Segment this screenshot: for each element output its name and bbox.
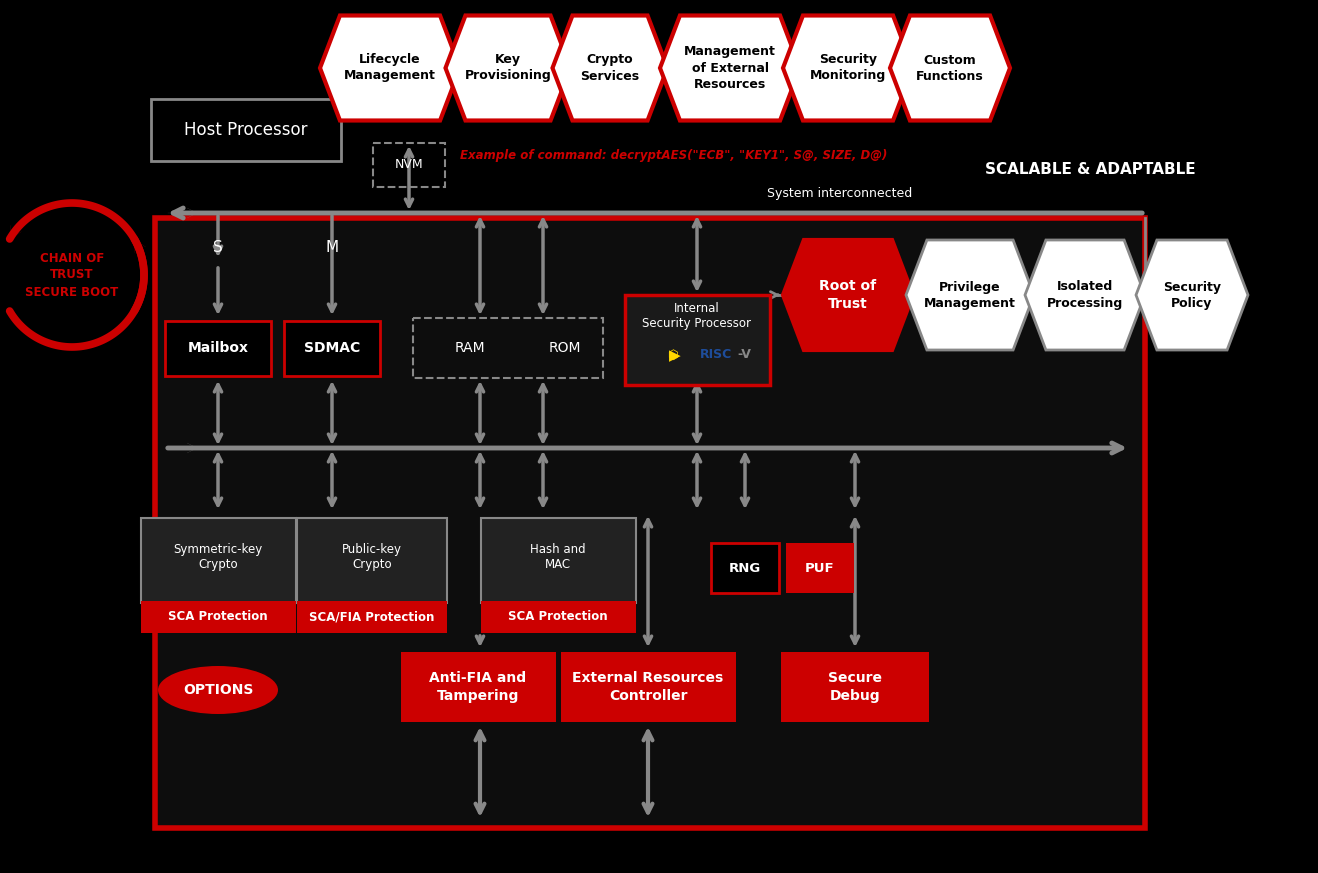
- Text: Example of command: decryptAES("ECB", "KEY1", S@, SIZE, D@): Example of command: decryptAES("ECB", "K…: [460, 148, 887, 162]
- FancyBboxPatch shape: [710, 543, 779, 593]
- Text: Mailbox: Mailbox: [187, 341, 249, 355]
- Polygon shape: [1136, 240, 1248, 350]
- Text: Security
Monitoring: Security Monitoring: [809, 53, 886, 83]
- Polygon shape: [320, 16, 460, 120]
- Text: Crypto
Services: Crypto Services: [580, 53, 639, 83]
- FancyBboxPatch shape: [481, 518, 635, 602]
- Polygon shape: [783, 16, 913, 120]
- Text: Public-key
Crypto: Public-key Crypto: [341, 543, 402, 571]
- Text: Management
of External
Resources: Management of External Resources: [684, 45, 776, 91]
- Text: RAM: RAM: [455, 341, 485, 355]
- Text: SCA Protection: SCA Protection: [509, 610, 608, 623]
- Polygon shape: [552, 16, 667, 120]
- Text: ▶: ▶: [670, 348, 681, 363]
- FancyBboxPatch shape: [141, 518, 295, 602]
- Text: -V: -V: [737, 348, 751, 361]
- Text: M: M: [326, 240, 339, 256]
- Text: ROM: ROM: [548, 341, 581, 355]
- Text: Root of
Trust: Root of Trust: [820, 279, 876, 311]
- Polygon shape: [660, 16, 800, 120]
- Text: CHAIN OF
TRUST
SECURE BOOT: CHAIN OF TRUST SECURE BOOT: [25, 251, 119, 299]
- Text: Key
Provisioning: Key Provisioning: [465, 53, 551, 83]
- Text: Host Processor: Host Processor: [185, 121, 307, 139]
- Text: RNG: RNG: [729, 561, 760, 574]
- Text: SCALABLE & ADAPTABLE: SCALABLE & ADAPTABLE: [985, 162, 1195, 177]
- Text: SDMAC: SDMAC: [304, 341, 360, 355]
- Text: System interconnected: System interconnected: [767, 187, 912, 200]
- FancyBboxPatch shape: [297, 518, 447, 602]
- Text: S: S: [214, 240, 223, 256]
- Text: RISC: RISC: [700, 348, 733, 361]
- Text: SCA/FIA Protection: SCA/FIA Protection: [310, 610, 435, 623]
- Text: Privilege
Management: Privilege Management: [924, 280, 1016, 310]
- FancyBboxPatch shape: [401, 652, 555, 722]
- Polygon shape: [1025, 240, 1145, 350]
- FancyBboxPatch shape: [782, 652, 929, 722]
- Polygon shape: [890, 16, 1010, 120]
- FancyBboxPatch shape: [786, 543, 854, 593]
- Text: Hash and
MAC: Hash and MAC: [530, 543, 585, 571]
- FancyBboxPatch shape: [152, 99, 341, 161]
- Text: Isolated
Processing: Isolated Processing: [1046, 280, 1123, 310]
- FancyBboxPatch shape: [156, 218, 1145, 828]
- Text: ⬡: ⬡: [667, 348, 677, 361]
- Text: External Resources
Controller: External Resources Controller: [572, 671, 724, 703]
- FancyBboxPatch shape: [141, 601, 295, 633]
- FancyBboxPatch shape: [481, 601, 635, 633]
- Text: Symmetric-key
Crypto: Symmetric-key Crypto: [174, 543, 262, 571]
- FancyBboxPatch shape: [625, 295, 770, 385]
- FancyBboxPatch shape: [297, 601, 447, 633]
- Text: Lifecycle
Management: Lifecycle Management: [344, 53, 436, 83]
- Polygon shape: [905, 240, 1035, 350]
- Text: Custom
Functions: Custom Functions: [916, 53, 983, 83]
- Text: OPTIONS: OPTIONS: [183, 683, 253, 697]
- Text: PUF: PUF: [805, 561, 834, 574]
- FancyBboxPatch shape: [560, 652, 735, 722]
- Polygon shape: [445, 16, 571, 120]
- Text: Secure
Debug: Secure Debug: [828, 671, 882, 703]
- Text: SCA Protection: SCA Protection: [169, 610, 268, 623]
- Text: Security
Policy: Security Policy: [1162, 280, 1220, 310]
- FancyBboxPatch shape: [165, 320, 272, 375]
- Text: NVM: NVM: [394, 159, 423, 171]
- FancyBboxPatch shape: [283, 320, 380, 375]
- Ellipse shape: [158, 666, 278, 714]
- Polygon shape: [783, 240, 913, 350]
- Text: Internal
Security Processor: Internal Security Processor: [642, 302, 751, 330]
- Text: Anti-FIA and
Tampering: Anti-FIA and Tampering: [430, 671, 527, 703]
